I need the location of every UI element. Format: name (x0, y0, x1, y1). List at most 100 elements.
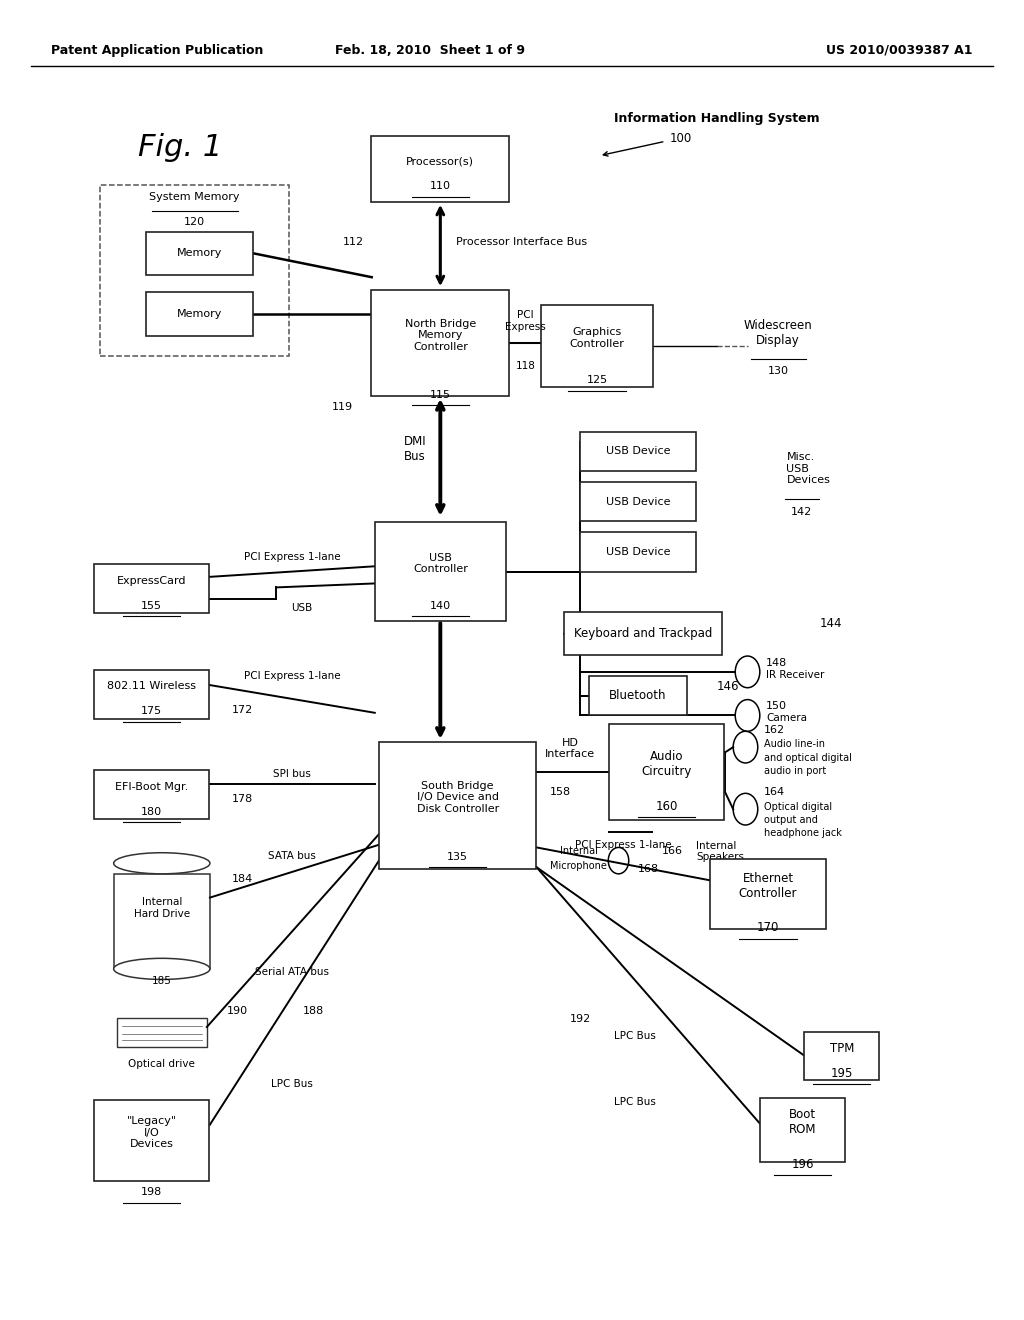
Text: 164: 164 (764, 787, 785, 797)
Text: Camera: Camera (766, 713, 807, 723)
Text: PCI Express 1-lane: PCI Express 1-lane (575, 840, 672, 850)
Text: Processor(s): Processor(s) (407, 156, 474, 166)
Text: 135: 135 (447, 851, 468, 862)
Text: SATA bus: SATA bus (268, 850, 315, 861)
Text: 180: 180 (141, 807, 162, 817)
Bar (580, 482, 696, 521)
Text: 125: 125 (587, 375, 607, 385)
Bar (541, 305, 653, 387)
Text: Audio
Circuitry: Audio Circuitry (641, 750, 692, 779)
Text: IR Receiver: IR Receiver (766, 669, 824, 680)
Text: 166: 166 (662, 846, 683, 857)
Bar (711, 859, 825, 929)
Text: PCI Express 1-lane: PCI Express 1-lane (244, 552, 340, 562)
Text: 198: 198 (141, 1187, 162, 1197)
Text: 148: 148 (766, 657, 787, 668)
Text: 160: 160 (655, 800, 678, 813)
Bar (371, 290, 510, 396)
Text: ExpressCard: ExpressCard (117, 576, 186, 586)
Text: LPC Bus: LPC Bus (614, 1031, 655, 1041)
Text: 110: 110 (430, 181, 451, 191)
Text: "Legacy"
I/O
Devices: "Legacy" I/O Devices (127, 1115, 176, 1150)
Text: and optical digital: and optical digital (764, 752, 852, 763)
Text: 188: 188 (303, 1006, 325, 1016)
Text: 185: 185 (152, 975, 172, 986)
Text: Processor Interface Bus: Processor Interface Bus (456, 236, 587, 247)
Bar (379, 742, 537, 869)
Text: USB
Controller: USB Controller (413, 553, 468, 574)
Bar (590, 676, 686, 715)
Text: Memory: Memory (177, 309, 222, 319)
Text: Information Handling System: Information Handling System (614, 112, 819, 125)
Text: 196: 196 (792, 1158, 814, 1171)
Bar (100, 185, 289, 356)
Text: LPC Bus: LPC Bus (271, 1078, 312, 1089)
Text: South Bridge
I/O Device and
Disk Controller: South Bridge I/O Device and Disk Control… (417, 780, 499, 814)
Text: EFI-Boot Mgr.: EFI-Boot Mgr. (115, 781, 188, 792)
Text: 142: 142 (792, 507, 812, 517)
Text: Graphics
Controller: Graphics Controller (569, 327, 625, 348)
Text: 170: 170 (757, 921, 779, 935)
Bar (371, 136, 510, 202)
Text: 112: 112 (342, 236, 364, 247)
Text: PCI
Express: PCI Express (505, 310, 546, 331)
Text: PCI Express 1-lane: PCI Express 1-lane (244, 671, 340, 681)
Text: Ethernet
Controller: Ethernet Controller (738, 871, 798, 900)
Text: 190: 190 (227, 1006, 249, 1016)
Bar (146, 292, 254, 335)
Text: Internal: Internal (560, 846, 597, 857)
Text: Optical digital: Optical digital (764, 801, 833, 812)
Text: output and: output and (764, 814, 818, 825)
Text: Memory: Memory (177, 248, 222, 259)
Ellipse shape (114, 853, 210, 874)
Bar (608, 723, 725, 820)
Text: Bluetooth: Bluetooth (609, 689, 667, 702)
Text: Optical drive: Optical drive (128, 1059, 196, 1069)
Bar (114, 874, 210, 969)
Text: Misc.
USB
Devices: Misc. USB Devices (786, 451, 830, 486)
Text: 192: 192 (569, 1014, 591, 1024)
Bar (580, 532, 696, 572)
Text: HD
Interface: HD Interface (546, 738, 595, 759)
Text: Patent Application Publication: Patent Application Publication (51, 44, 263, 57)
Text: DMI
Bus: DMI Bus (403, 434, 426, 463)
Text: TPM: TPM (829, 1041, 854, 1055)
Text: Audio line-in: Audio line-in (764, 739, 825, 750)
Text: headphone jack: headphone jack (764, 828, 842, 838)
Text: Widescreen
Display: Widescreen Display (743, 318, 813, 347)
Text: Microphone: Microphone (550, 861, 607, 871)
Text: 184: 184 (232, 874, 253, 884)
Text: SPI bus: SPI bus (273, 768, 310, 779)
Text: 802.11 Wireless: 802.11 Wireless (108, 681, 196, 692)
Text: US 2010/0039387 A1: US 2010/0039387 A1 (826, 44, 973, 57)
Bar (146, 231, 254, 275)
Text: Boot
ROM: Boot ROM (790, 1107, 816, 1137)
Text: USB Device: USB Device (606, 546, 670, 557)
Bar (117, 1018, 207, 1047)
Bar (580, 432, 696, 471)
Bar (94, 771, 210, 818)
Bar (375, 523, 506, 622)
Text: Fig. 1: Fig. 1 (138, 133, 222, 162)
Text: Internal
Hard Drive: Internal Hard Drive (134, 898, 189, 919)
Text: Keyboard and Trackpad: Keyboard and Trackpad (573, 627, 713, 640)
Text: 150: 150 (766, 701, 787, 711)
Text: 118: 118 (515, 360, 536, 371)
Text: 158: 158 (550, 787, 570, 797)
Bar (563, 612, 723, 655)
Text: 120: 120 (184, 216, 205, 227)
Text: System Memory: System Memory (150, 191, 240, 202)
Text: 155: 155 (141, 601, 162, 611)
Text: Internal
Speakers: Internal Speakers (696, 841, 744, 862)
Text: 172: 172 (232, 705, 253, 715)
Ellipse shape (114, 958, 210, 979)
Bar (94, 1100, 210, 1181)
Text: 130: 130 (768, 366, 788, 376)
Text: USB Device: USB Device (606, 496, 670, 507)
Text: 195: 195 (830, 1067, 853, 1080)
Text: 175: 175 (141, 706, 162, 717)
Text: USB: USB (292, 603, 312, 614)
Text: 168: 168 (638, 863, 658, 874)
Bar (94, 564, 210, 612)
Text: Feb. 18, 2010  Sheet 1 of 9: Feb. 18, 2010 Sheet 1 of 9 (335, 44, 525, 57)
